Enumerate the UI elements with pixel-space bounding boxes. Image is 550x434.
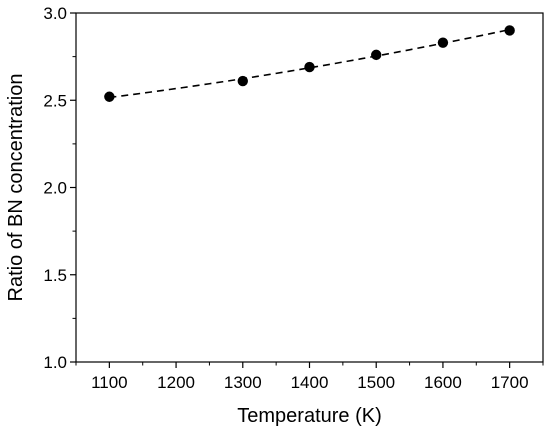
x-tick-label: 1700 [491, 373, 529, 392]
x-tick-label: 1500 [357, 373, 395, 392]
y-tick-label: 1.5 [43, 266, 67, 285]
x-tick-label: 1300 [224, 373, 262, 392]
data-points [104, 25, 515, 102]
data-point [504, 25, 515, 36]
data-point [237, 75, 248, 87]
x-tick-label: 1400 [291, 373, 329, 392]
x-tick-label: 1600 [424, 373, 462, 392]
x-axis-label: Temperature (K) [237, 405, 382, 427]
y-axis-ticks: 1.0 1.5 2.0 2.5 3.0 [43, 4, 76, 372]
y-tick-label: 1.0 [43, 353, 67, 372]
x-tick-label: 1200 [157, 373, 195, 392]
data-point [104, 91, 115, 102]
y-tick-label: 3.0 [43, 4, 67, 23]
y-tick-label: 2.5 [43, 91, 67, 110]
data-point [437, 37, 449, 48]
data-point [304, 61, 315, 73]
y-tick-label: 2.0 [43, 179, 67, 198]
x-tick-label: 1100 [91, 373, 128, 392]
data-point [371, 49, 382, 61]
y-axis-label: Ratio of BN concentration [5, 74, 27, 302]
x-axis-ticks: 1100 1200 1300 1400 1500 1600 1700 [75, 362, 544, 392]
